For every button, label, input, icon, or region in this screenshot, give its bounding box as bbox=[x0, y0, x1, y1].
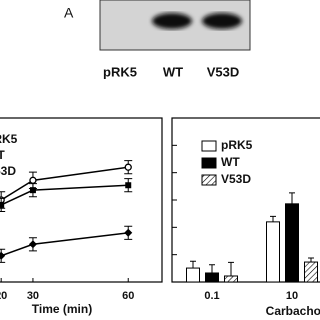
lane-label: WT bbox=[163, 64, 183, 79]
legend-swatch bbox=[201, 140, 217, 152]
marker bbox=[29, 176, 37, 184]
legend-label: V53D bbox=[221, 172, 251, 186]
series-line bbox=[0, 232, 129, 257]
marker bbox=[124, 163, 132, 171]
legend-label: WT bbox=[0, 148, 5, 162]
marker bbox=[125, 182, 132, 189]
legend-label: WT bbox=[221, 155, 240, 169]
lane-label: pRK5 bbox=[103, 64, 137, 79]
bar bbox=[205, 272, 219, 283]
marker bbox=[0, 201, 5, 208]
legend-label: V53D bbox=[0, 164, 16, 178]
line-chart: pRK5 WT V53D bbox=[0, 132, 133, 263]
error-bar bbox=[308, 257, 314, 263]
error-bar bbox=[289, 192, 295, 204]
legend-label: pRK5 bbox=[221, 138, 253, 152]
error-bar bbox=[270, 215, 276, 222]
bar bbox=[285, 203, 299, 283]
legend-swatch bbox=[201, 174, 217, 186]
error-bar bbox=[209, 264, 215, 273]
band bbox=[152, 13, 192, 29]
legend-label: pRK5 bbox=[0, 132, 18, 146]
bar-chart: pRK5 WT V53D bbox=[172, 138, 318, 283]
bar bbox=[266, 221, 280, 283]
x-axis-label: Time (min) bbox=[32, 302, 92, 316]
marker bbox=[0, 251, 6, 260]
marker bbox=[124, 228, 133, 237]
x-tick-label: 60 bbox=[122, 290, 134, 302]
legend-swatch bbox=[201, 157, 217, 169]
x-tick-label: 10 bbox=[286, 290, 298, 302]
band bbox=[202, 13, 242, 29]
bar bbox=[304, 261, 318, 283]
x-tick-label: 20 bbox=[0, 290, 7, 302]
error-bar bbox=[228, 261, 234, 276]
series-line bbox=[0, 166, 129, 201]
x-tick-label: 0.1 bbox=[204, 290, 219, 302]
marker bbox=[28, 240, 37, 249]
x-axis-label: Carbachol bbox=[266, 304, 320, 318]
x-tick-label: 30 bbox=[27, 290, 39, 302]
lane-label: V53D bbox=[207, 64, 240, 79]
panel-label: A bbox=[64, 5, 74, 21]
bar bbox=[186, 267, 200, 283]
bar bbox=[224, 275, 238, 283]
marker bbox=[29, 187, 36, 194]
error-bar bbox=[190, 260, 196, 269]
plot-frame bbox=[0, 117, 163, 283]
